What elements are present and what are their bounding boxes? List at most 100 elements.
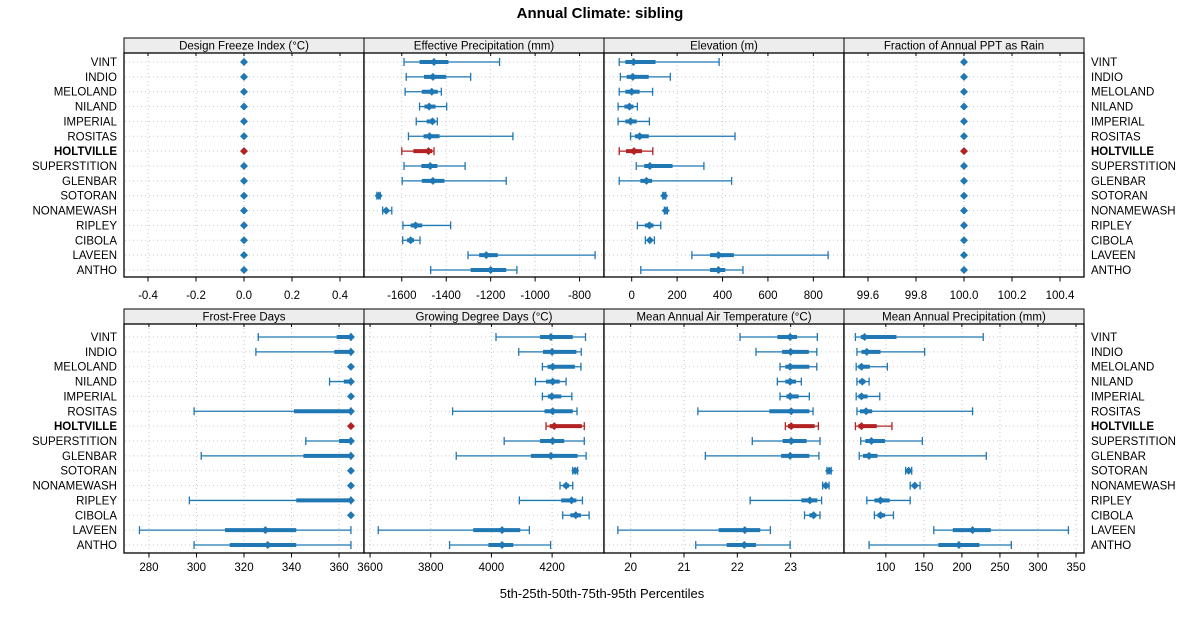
- row-label-left: GLENBAR: [62, 451, 117, 463]
- site-series-vint: [495, 333, 587, 341]
- median-marker: [960, 102, 968, 111]
- site-series-meloland: [240, 87, 248, 96]
- site-series-nonamewash: [821, 481, 830, 490]
- site-series-holtville: [545, 422, 585, 431]
- x-tick-label: -1400: [432, 290, 461, 302]
- site-series-ripley: [518, 496, 584, 505]
- row-label-right: ANTHO: [1091, 540, 1131, 552]
- site-series-vint: [739, 333, 818, 341]
- x-tick-label: 250: [990, 562, 1009, 574]
- median-marker: [858, 377, 867, 386]
- site-series-superstition: [305, 436, 355, 445]
- site-series-imperial: [346, 392, 355, 401]
- row-labels-band-2: VINT VINT INDIO INDIO MELOLAND MELOLAND NILAND…: [32, 332, 1176, 552]
- median-marker: [567, 496, 576, 505]
- median-marker: [430, 58, 438, 66]
- median-marker: [661, 206, 670, 215]
- site-series-nonamewash: [909, 481, 921, 490]
- median-marker: [904, 466, 913, 475]
- median-marker: [240, 132, 248, 141]
- median-marker: [382, 206, 391, 215]
- median-marker: [714, 265, 723, 274]
- site-series-laveen: [377, 526, 531, 535]
- site-series-superstition: [240, 161, 248, 170]
- x-tick-label: 100: [876, 562, 895, 574]
- panel-title: Mean Annual Precipitation (mm): [882, 312, 1046, 324]
- median-marker: [240, 72, 248, 81]
- median-marker: [960, 72, 968, 81]
- median-marker: [857, 392, 866, 401]
- x-tick-label: 200: [668, 290, 687, 302]
- median-marker: [786, 333, 795, 341]
- median-marker: [261, 526, 270, 535]
- median-marker: [821, 481, 830, 490]
- site-series-cibola: [562, 511, 590, 520]
- site-series-niland: [617, 102, 639, 111]
- median-marker: [498, 526, 507, 535]
- site-series-nonamewash: [382, 206, 393, 215]
- site-series-meloland: [779, 362, 818, 371]
- median-marker: [628, 72, 637, 81]
- row-label-right: VINT: [1091, 57, 1117, 69]
- median-marker: [960, 176, 968, 185]
- median-marker: [629, 58, 638, 66]
- median-marker: [406, 236, 415, 245]
- site-series-indio: [255, 347, 355, 356]
- site-series-superstition: [403, 161, 466, 170]
- row-label-left: SUPERSTITION: [32, 161, 117, 173]
- row-label-left: GLENBAR: [62, 176, 117, 188]
- x-tick-label: 4200: [539, 562, 565, 574]
- row-label-right: SUPERSTITION: [1091, 161, 1176, 173]
- row-label-left: VINT: [91, 332, 117, 344]
- site-series-vint: [960, 58, 968, 66]
- axis-ticks: [401, 53, 581, 282]
- median-marker: [860, 333, 869, 341]
- row-label-left: IMPERIAL: [63, 116, 117, 128]
- site-series-glenbar: [200, 451, 355, 460]
- row-label-left: CIBOLA: [75, 235, 118, 247]
- site-series-sotoran: [825, 466, 834, 475]
- site-series-antho: [868, 540, 1013, 549]
- median-marker: [548, 362, 557, 371]
- site-series-imperial: [240, 117, 248, 126]
- site-series-antho: [448, 540, 552, 549]
- row-label-left: ROSITAS: [67, 406, 117, 418]
- row-label-left: NONAMEWASH: [32, 206, 117, 218]
- median-marker: [787, 407, 796, 416]
- median-marker: [786, 377, 795, 386]
- x-tick-label: 100.2: [998, 290, 1027, 302]
- site-series-superstition: [635, 161, 705, 170]
- panel-background: [604, 53, 844, 277]
- x-tick-label: 320: [234, 562, 253, 574]
- row-label-left: SOTORAN: [60, 191, 117, 203]
- site-series-vint: [618, 58, 720, 66]
- median-marker: [960, 58, 968, 66]
- site-series-ripley: [240, 221, 248, 230]
- row-label-right: LAVEEN: [1091, 250, 1136, 262]
- site-series-imperial: [541, 392, 573, 401]
- page-title: Annual Climate: sibling: [516, 5, 684, 22]
- x-tick-label: 0.4: [332, 290, 349, 302]
- median-marker: [960, 236, 968, 245]
- x-tick-label: -1600: [387, 290, 416, 302]
- panel-7: Mean Annual Air Temperature (°C) 20 21 22 23: [603, 308, 845, 574]
- gridlines: [605, 53, 843, 277]
- row-label-right: IMPERIAL: [1091, 391, 1145, 403]
- median-marker: [550, 422, 559, 431]
- median-marker: [625, 102, 634, 111]
- site-series-imperial: [855, 392, 881, 401]
- site-series-vint: [240, 58, 248, 66]
- site-series-cibola: [402, 236, 421, 245]
- site-series-holtville: [240, 147, 248, 156]
- site-series-niland: [960, 102, 968, 111]
- median-marker: [740, 540, 749, 549]
- site-series-sotoran: [660, 191, 669, 200]
- x-tick-label: -1200: [476, 290, 505, 302]
- median-marker: [346, 451, 355, 460]
- median-marker: [714, 251, 723, 260]
- row-label-left: INDIO: [85, 347, 117, 359]
- median-marker: [787, 422, 796, 431]
- panel-5: Frost-Free Days 280 300 320 340 360: [123, 308, 365, 574]
- site-series-laveen: [617, 526, 772, 535]
- x-tick-label: 4000: [479, 562, 505, 574]
